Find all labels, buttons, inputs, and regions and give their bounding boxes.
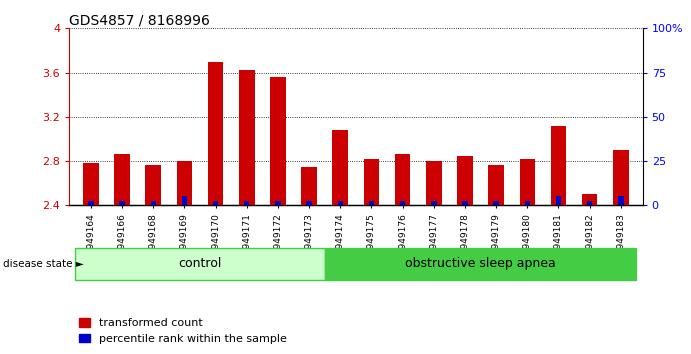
Bar bbox=[88, 201, 94, 205]
Bar bbox=[551, 126, 566, 205]
Bar bbox=[493, 201, 499, 205]
Bar bbox=[431, 201, 437, 205]
Bar bbox=[363, 159, 379, 205]
Bar bbox=[395, 154, 410, 205]
Bar bbox=[177, 161, 192, 205]
Bar bbox=[275, 201, 281, 205]
Bar bbox=[400, 201, 406, 205]
Bar bbox=[208, 62, 223, 205]
Bar bbox=[462, 201, 468, 205]
Bar bbox=[426, 161, 442, 205]
Bar bbox=[369, 201, 375, 205]
Bar bbox=[613, 150, 629, 205]
Bar bbox=[520, 159, 535, 205]
Bar bbox=[120, 201, 125, 205]
Bar bbox=[151, 201, 156, 205]
Bar bbox=[83, 163, 99, 205]
Text: control: control bbox=[178, 257, 222, 270]
Bar bbox=[182, 196, 187, 205]
Bar bbox=[146, 165, 161, 205]
Bar bbox=[213, 201, 218, 205]
Bar bbox=[556, 196, 561, 205]
Bar bbox=[239, 70, 254, 205]
Text: GDS4857 / 8168996: GDS4857 / 8168996 bbox=[69, 13, 210, 27]
Bar bbox=[524, 201, 530, 205]
Bar bbox=[587, 201, 592, 205]
Bar bbox=[582, 194, 598, 205]
Bar bbox=[114, 154, 130, 205]
Legend: transformed count, percentile rank within the sample: transformed count, percentile rank withi… bbox=[75, 314, 292, 348]
Bar bbox=[244, 201, 249, 205]
Text: disease state ►: disease state ► bbox=[3, 259, 84, 269]
Bar bbox=[306, 201, 312, 205]
Text: obstructive sleep apnea: obstructive sleep apnea bbox=[406, 257, 556, 270]
Bar bbox=[270, 77, 286, 205]
Bar bbox=[489, 165, 504, 205]
Bar bbox=[301, 167, 317, 205]
Bar bbox=[332, 130, 348, 205]
Bar bbox=[457, 155, 473, 205]
Bar bbox=[337, 201, 343, 205]
Bar bbox=[618, 196, 623, 205]
